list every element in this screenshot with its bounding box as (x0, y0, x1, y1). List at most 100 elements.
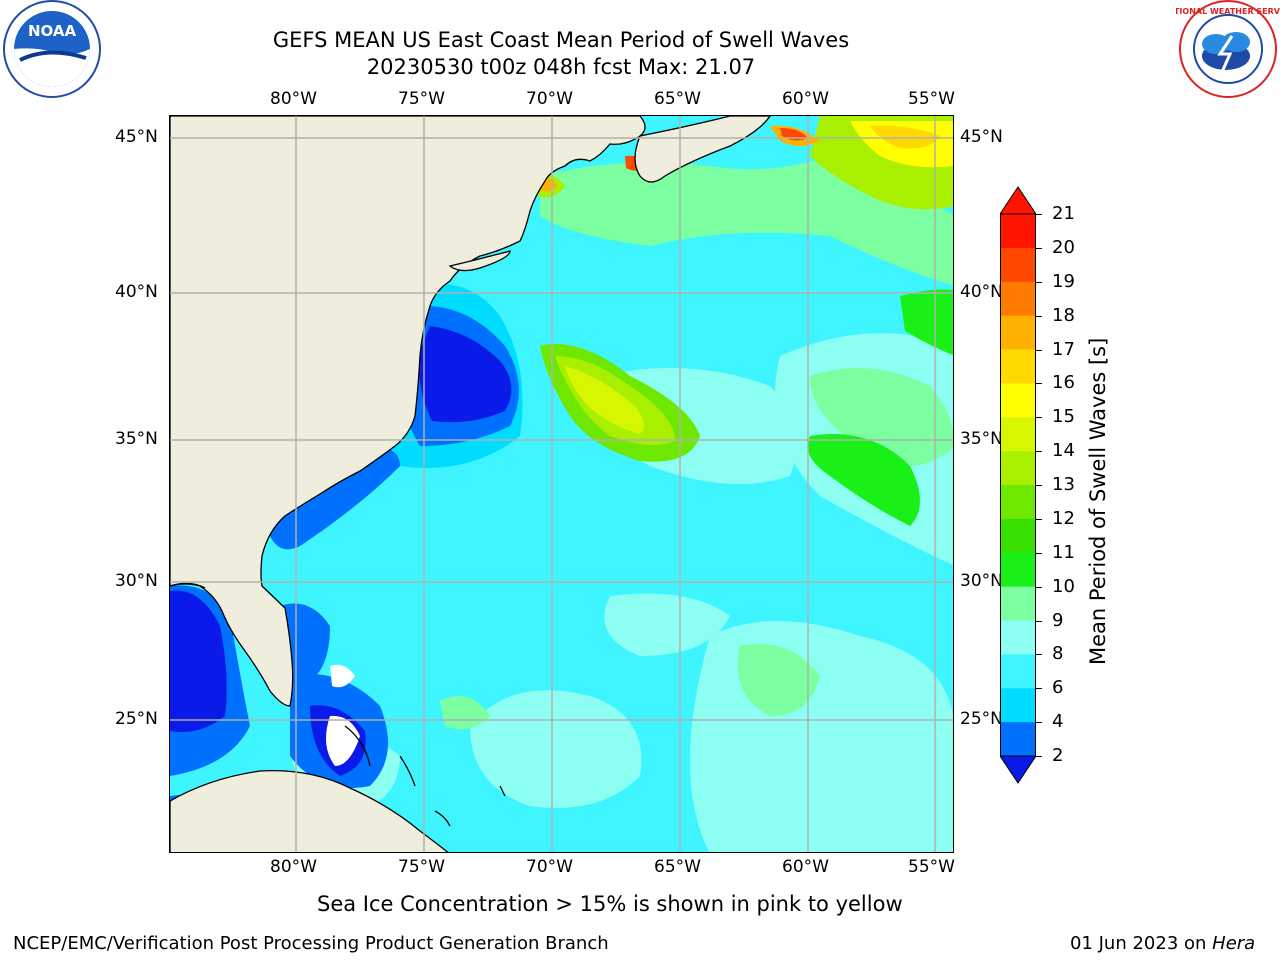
lat-label-left: 40°N (115, 282, 158, 302)
colorbar-tick (1036, 620, 1042, 622)
field-2s-gulf (170, 590, 227, 732)
colorbar-tick-label: 12 (1052, 507, 1075, 529)
colorbar-segment (1000, 688, 1036, 723)
colorbar-title: Mean Period of Swell Waves [s] (1086, 337, 1110, 665)
colorbar-tick-label: 20 (1052, 236, 1075, 258)
field-15s-plume (565, 366, 644, 434)
colorbar-segment (1000, 214, 1036, 249)
lon-label-top: 75°W (398, 89, 445, 109)
lat-label-right: 30°N (960, 571, 1003, 591)
host-name: Hera (1212, 933, 1256, 954)
colorbar-segment (1000, 654, 1036, 689)
field-10s-patch (810, 368, 953, 466)
lat-label-right: 35°N (960, 429, 1003, 449)
colorbar-tick-label: 18 (1052, 304, 1075, 326)
colorbar-tick (1036, 281, 1042, 283)
swell-period-map (169, 115, 954, 853)
colorbar-segment (1000, 315, 1036, 350)
nws-logo-icon: NATIONAL WEATHER SERVICE (1162, 0, 1280, 100)
lon-label-top: 80°W (270, 89, 317, 109)
land-long-island (448, 250, 511, 272)
colorbar-tick (1036, 518, 1042, 520)
lon-label-top: 60°W (782, 89, 829, 109)
field-11s-patch (900, 289, 953, 356)
colorbar-tick-label: 10 (1052, 575, 1075, 597)
colorbar-tick (1036, 349, 1042, 351)
colorbar-segment (1000, 451, 1036, 486)
colorbar-tick-label: 16 (1052, 372, 1075, 394)
colorbar-tick (1036, 552, 1042, 554)
colorbar-tick (1036, 722, 1042, 724)
chart-subtitle: 20230530 t00z 048h fcst Max: 21.07 (366, 55, 756, 79)
colorbar-segment (1000, 518, 1036, 554)
lat-label-left: 35°N (115, 429, 158, 449)
colorbar-under-triangle (999, 755, 1037, 784)
colorbar-tick (1036, 214, 1042, 215)
lon-label-bottom: 65°W (654, 857, 701, 877)
colorbar-tick-label: 14 (1052, 440, 1075, 462)
lon-label-bottom: 75°W (398, 857, 445, 877)
map-graticule (170, 116, 953, 852)
colorbar-tick (1036, 315, 1042, 317)
field-10s-patch (738, 644, 820, 716)
lon-label-bottom: 55°W (908, 857, 955, 877)
colorbar-tick-label: 8 (1052, 643, 1064, 665)
colorbar-tick (1036, 688, 1042, 690)
no-data-patch (326, 715, 360, 766)
lat-label-left: 25°N (115, 709, 158, 729)
colorbar-tick (1036, 756, 1042, 757)
colorbar-tick-label: 15 (1052, 406, 1075, 428)
colorbar-segment (1000, 722, 1036, 757)
chart-title: GEFS MEAN US East Coast Mean Period of S… (272, 28, 850, 52)
colorbar-tick (1036, 586, 1042, 588)
lat-label-left: 30°N (115, 571, 158, 591)
field-11s-patch (807, 434, 920, 526)
sea-ice-note: Sea Ice Concentration > 15% is shown in … (317, 892, 903, 916)
lon-label-top: 70°W (526, 89, 573, 109)
field-4s-coast (270, 446, 400, 550)
nws-logo-text: NATIONAL WEATHER SERVICE (1176, 7, 1280, 16)
map-canvas (170, 116, 953, 852)
generation-date: 01 Jun 2023 on Hera (1070, 933, 1255, 954)
colorbar-border (1000, 213, 1036, 757)
colorbar-tick (1036, 417, 1042, 419)
colorbar-tick-label: 6 (1052, 677, 1064, 699)
land-north-america (170, 116, 646, 707)
colorbar-tick-label: 19 (1052, 270, 1075, 292)
colorbar-segment (1000, 247, 1036, 283)
colorbar (999, 186, 1037, 784)
lat-label-right: 25°N (960, 709, 1003, 729)
colorbar-segment (1000, 281, 1036, 317)
colorbar-tick (1036, 485, 1042, 486)
lon-label-bottom: 70°W (526, 857, 573, 877)
colorbar-tick (1036, 451, 1042, 453)
noaa-logo-icon: NOAA (0, 0, 104, 100)
colorbar-tick-label: 9 (1052, 609, 1064, 631)
branch-credit: NCEP/EMC/Verification Post Processing Pr… (13, 933, 609, 954)
no-data-patch (330, 664, 355, 688)
field-17s-north (870, 125, 940, 149)
land-bahamas (344, 725, 506, 827)
land-gulf-coast (170, 582, 206, 589)
noaa-logo-text: NOAA (28, 22, 77, 40)
date-text: 01 Jun 2023 on (1070, 933, 1213, 954)
colorbar-tick-label: 4 (1052, 711, 1064, 733)
lon-label-top: 65°W (654, 89, 701, 109)
lat-label-right: 45°N (960, 127, 1003, 147)
colorbar-over-triangle (999, 186, 1037, 215)
colorbar-tick-label: 17 (1052, 338, 1075, 360)
colorbar-segment (1000, 586, 1036, 621)
colorbar-segment (1000, 383, 1036, 418)
field-10s-patch (440, 696, 490, 730)
colorbar-tick (1036, 654, 1042, 656)
colorbar-segment (1000, 620, 1036, 655)
colorbar-segment (1000, 485, 1036, 520)
lon-label-bottom: 80°W (270, 857, 317, 877)
colorbar-tick (1036, 247, 1042, 249)
lat-label-right: 40°N (960, 282, 1003, 302)
field-9s-patch (604, 593, 730, 656)
lat-label-left: 45°N (115, 127, 158, 147)
land-cuba (170, 769, 449, 852)
colorbar-graphic (999, 186, 1037, 784)
field-10s-patch (540, 156, 953, 286)
